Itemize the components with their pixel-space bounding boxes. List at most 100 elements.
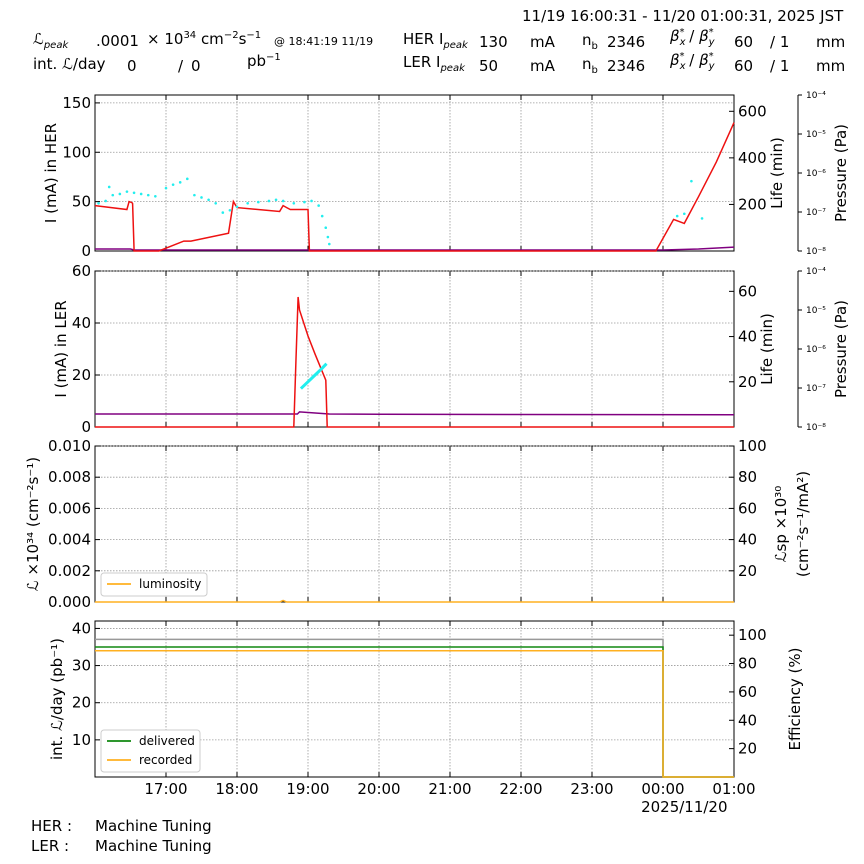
lumi-sp-label: ℒsp ×10³⁰ [772,486,790,563]
her-life-point [132,191,136,195]
y2-tick-label: 200 [738,195,767,213]
y2-tick-label: 80 [738,468,757,486]
her-life-point [111,193,115,197]
her-life-point [328,242,331,246]
pressure-tick-label: 10⁻⁷ [806,208,826,218]
lumi-legend [100,572,208,597]
pressure-tick-label: 10⁻⁵ [806,306,826,316]
footer-her-label: HER : [31,817,73,835]
ler-nb-value: 2346 [607,57,646,75]
lumi-sp-unit: (cm⁻²s⁻¹/mA²) [794,471,812,577]
footer-ler-label: LER : [31,837,70,855]
her-beta-y: / 1 [770,33,790,51]
her-nb-label: nb [582,31,598,52]
pressure-tick-label: 10⁻⁷ [806,384,826,394]
her-life-point [214,201,217,205]
ler-beta-y: / 1 [770,57,790,75]
her-life-point [324,226,328,230]
time-range: 11/19 16:00:31 - 11/20 01:00:31, 2025 JS… [522,7,844,25]
y2-tick-label: 20 [738,740,757,758]
her-ylabel: I (mA) in HER [42,123,60,223]
her-life-point [310,199,313,203]
her-life-point [326,235,330,239]
y-tick-label: 40 [72,314,91,332]
her-ipeak-value: 130 [479,33,508,51]
ler-pressure-label: Pressure (Pa) [832,300,850,398]
ler-beta-unit: mm [816,57,846,75]
her-life-point [178,181,182,184]
her-life-point [320,214,324,218]
y-tick-label: 0 [81,418,91,436]
her-ipeak-label: HER Ipeak [403,30,468,51]
her-beta-x: 60 [734,33,754,51]
y-tick-label: 40 [72,619,91,637]
y-tick-label: 0.010 [48,437,91,455]
y2-tick-label: 20 [738,373,757,391]
y-tick-label: 100 [62,143,91,161]
her-life-point [207,198,210,202]
her-life-point [139,192,143,196]
her-life-point [221,211,225,214]
y-tick-label: 10 [72,731,91,749]
ler-life-line [299,362,328,390]
plot-frame-2 [94,270,735,428]
y2-tick-label: 60 [738,282,757,300]
her-life-point [228,208,232,212]
int-lumi-unit: pb−1 [247,52,281,70]
her-life-point [200,196,203,199]
x-tick-label: 17:00 [144,780,187,798]
lumi-peak-value: .0001 [96,32,139,50]
her-life-point [146,193,150,197]
her-life-point [164,186,168,190]
pressure-tick-label: 10⁻⁴ [806,91,826,101]
x-tick-label: 19:00 [286,780,329,798]
her-life-point [235,205,239,209]
her-life-point [171,183,175,186]
y-tick-label: 150 [62,94,91,112]
luminosity-line [95,599,734,603]
y2-tick-label: 40 [738,711,757,729]
y2-tick-label: 400 [738,149,767,167]
ler-beta-label: βx* / βy* [670,51,715,72]
y-tick-label: 60 [72,262,91,280]
ler-ipeak-value: 50 [479,57,499,75]
efficiency-label: Efficiency (%) [786,648,804,751]
her-life-point [186,177,189,181]
legend-label: luminosity [139,577,201,591]
ler-ipeak-unit: mA [530,57,555,75]
y2-tick-label: 20 [738,562,757,580]
her-beta-label: βx* / βy* [670,27,715,48]
y2-tick-label: 600 [738,102,767,120]
her-life-point [246,201,249,205]
her-current-line [94,122,735,252]
pressure-tick-label: 10⁻⁸ [806,247,826,257]
her-pressure-label: Pressure (Pa) [832,124,850,222]
legend-label: delivered [139,734,195,748]
her-ipeak-unit: mA [530,33,555,51]
her-life-point [104,199,107,203]
her-life-point [700,217,704,220]
ler-nb-label: nb [582,55,598,76]
y2-tick-label: 60 [738,683,757,701]
lumi-peak-label: ℒpeak [33,30,69,51]
y2-tick-label: 80 [738,655,757,673]
y-tick-label: 50 [72,193,91,211]
x-tick-label: 20:00 [357,780,400,798]
ler-beta-x: 60 [734,57,754,75]
lumi-peak-unit: × 1034 cm−2s−1 [147,30,262,48]
footer-ler-status: Machine Tuning [95,837,212,855]
her-life-point [154,194,157,198]
ler-current-line [95,296,734,428]
y-tick-label: 0.002 [48,562,91,580]
y2-tick-label: 60 [738,499,757,517]
pressure-tick-label: 10⁻⁴ [806,267,826,277]
x-tick-label: 18:00 [215,780,258,798]
y2-tick-label: 40 [738,328,757,346]
x-date-label: 2025/11/20 [641,798,727,816]
pressure-tick-label: 10⁻⁵ [806,130,826,140]
her-beta-unit: mm [816,33,846,51]
her-life-point [292,201,296,205]
her-life-point [97,201,100,205]
